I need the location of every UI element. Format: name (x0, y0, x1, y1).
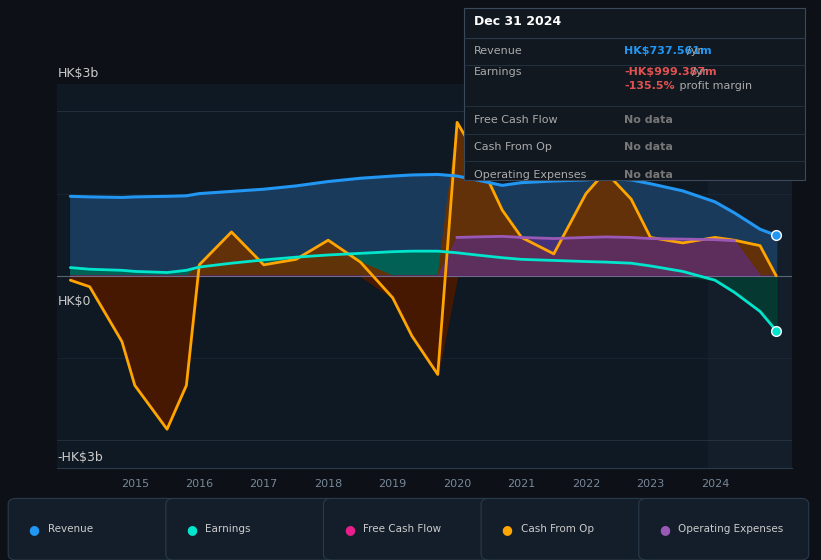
Text: No data: No data (624, 142, 673, 152)
Text: ●: ● (659, 522, 670, 536)
Text: No data: No data (624, 170, 673, 180)
Text: Dec 31 2024: Dec 31 2024 (474, 15, 561, 28)
Text: HK$0: HK$0 (57, 295, 91, 309)
Text: ●: ● (502, 522, 512, 536)
Text: ●: ● (344, 522, 355, 536)
Text: Free Cash Flow: Free Cash Flow (474, 115, 557, 125)
Text: Free Cash Flow: Free Cash Flow (363, 524, 441, 534)
Text: ●: ● (186, 522, 197, 536)
Text: /yr: /yr (686, 46, 702, 56)
Text: HK$3b: HK$3b (57, 67, 99, 80)
Text: Revenue: Revenue (474, 46, 522, 56)
Text: No data: No data (624, 115, 673, 125)
Text: -HK$3b: -HK$3b (57, 451, 103, 464)
Text: Cash From Op: Cash From Op (521, 524, 594, 534)
Text: profit margin: profit margin (676, 81, 752, 91)
Text: HK$737.561m: HK$737.561m (624, 46, 712, 56)
Text: -HK$999.387m: -HK$999.387m (624, 67, 717, 77)
Text: Operating Expenses: Operating Expenses (678, 524, 783, 534)
Text: Revenue: Revenue (48, 524, 93, 534)
Bar (709, 84, 792, 468)
Text: ●: ● (29, 522, 39, 536)
Text: Operating Expenses: Operating Expenses (474, 170, 586, 180)
Text: Earnings: Earnings (474, 67, 522, 77)
Text: Cash From Op: Cash From Op (474, 142, 552, 152)
Text: -135.5%: -135.5% (624, 81, 675, 91)
Text: Earnings: Earnings (205, 524, 250, 534)
Text: /yr: /yr (692, 67, 707, 77)
